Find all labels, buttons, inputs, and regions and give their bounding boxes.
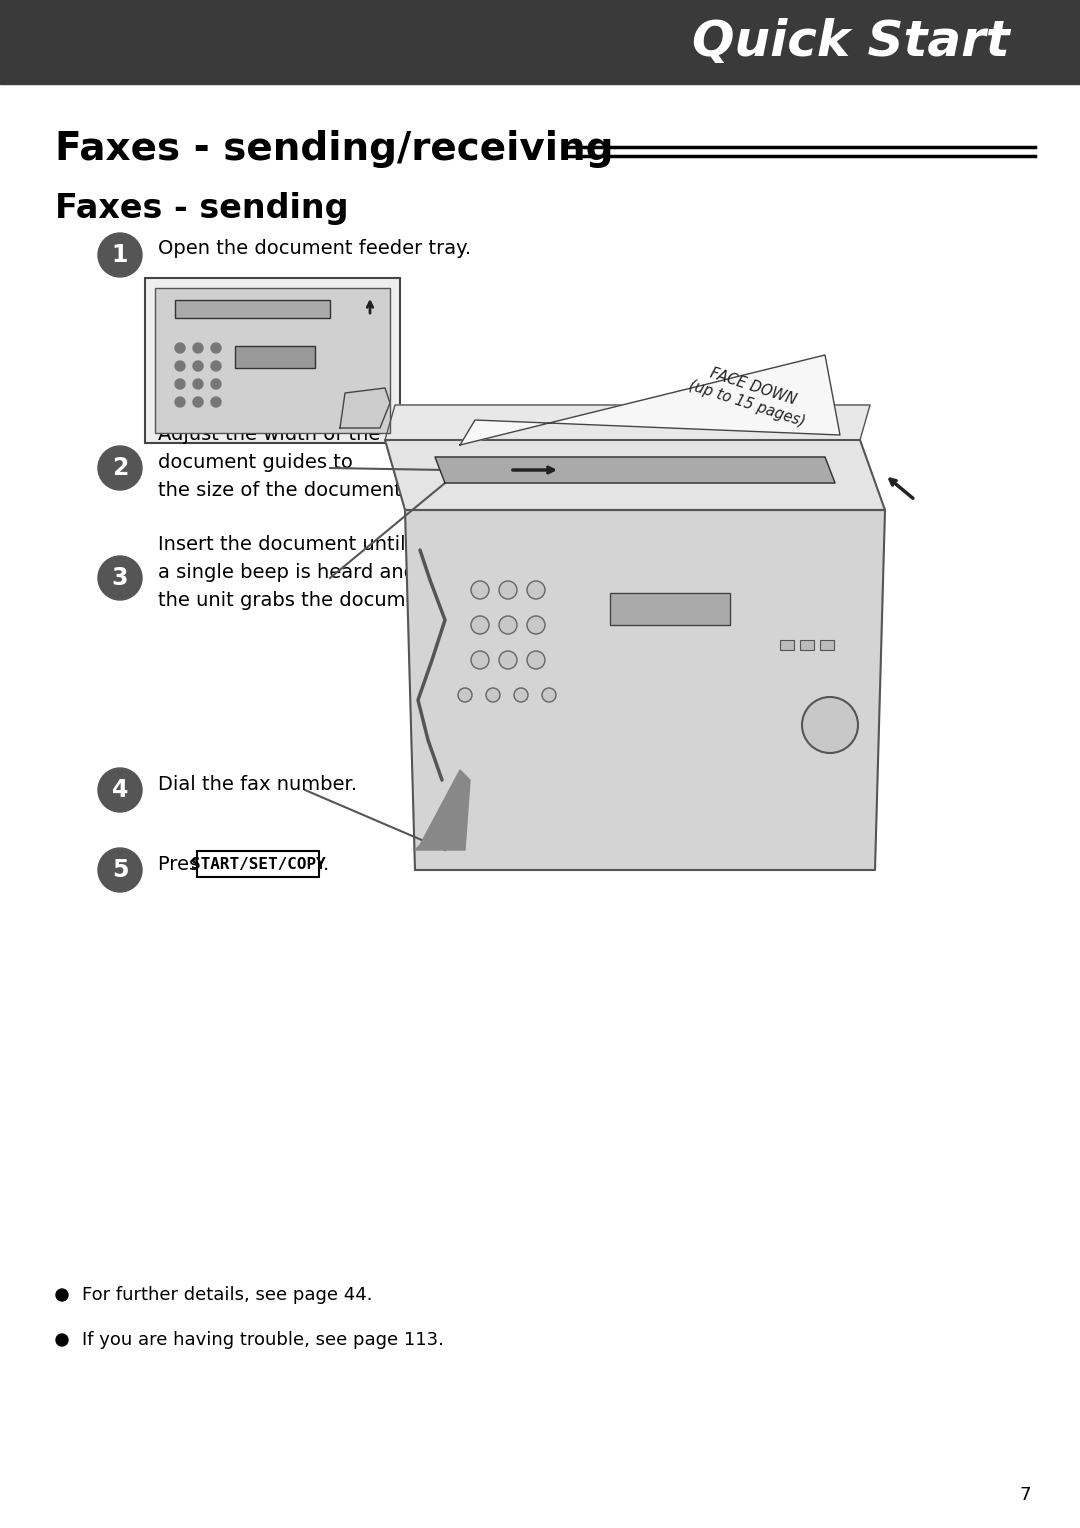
Circle shape <box>211 342 221 353</box>
FancyBboxPatch shape <box>197 851 319 877</box>
Text: Faxes - sending: Faxes - sending <box>55 193 349 225</box>
Circle shape <box>499 581 517 599</box>
Text: Dial the fax number.: Dial the fax number. <box>158 775 357 793</box>
Circle shape <box>98 446 141 490</box>
Bar <box>800 640 814 649</box>
Text: Press: Press <box>158 854 216 874</box>
Polygon shape <box>384 440 885 510</box>
Bar <box>780 640 794 649</box>
Text: Insert the document until
a single beep is heard and
the unit grabs the document: Insert the document until a single beep … <box>158 535 444 610</box>
Circle shape <box>98 769 141 811</box>
Circle shape <box>98 848 141 892</box>
Circle shape <box>211 379 221 390</box>
Circle shape <box>486 688 500 701</box>
Text: 4: 4 <box>112 778 129 802</box>
Text: 5: 5 <box>111 859 129 882</box>
Circle shape <box>56 1334 68 1346</box>
Text: If you are having trouble, see page 113.: If you are having trouble, see page 113. <box>82 1331 444 1349</box>
Bar <box>156 287 390 432</box>
Circle shape <box>499 651 517 669</box>
Circle shape <box>211 397 221 406</box>
Circle shape <box>527 581 545 599</box>
Bar <box>0 0 1080 84</box>
Bar <box>610 593 730 625</box>
Polygon shape <box>415 770 470 850</box>
Circle shape <box>471 616 489 634</box>
Bar <box>235 345 315 368</box>
Circle shape <box>193 342 203 353</box>
Circle shape <box>175 397 185 406</box>
Text: 1: 1 <box>112 243 129 267</box>
Text: Adjust the width of the
document guides to
the size of the document.: Adjust the width of the document guides … <box>158 425 408 500</box>
Circle shape <box>98 232 141 277</box>
Text: Faxes - sending/receiving: Faxes - sending/receiving <box>55 130 613 168</box>
Circle shape <box>527 616 545 634</box>
Text: START/SET/COPY: START/SET/COPY <box>191 857 325 871</box>
Bar <box>820 640 834 649</box>
Circle shape <box>211 361 221 371</box>
Circle shape <box>514 688 528 701</box>
Text: Quick Start: Quick Start <box>692 18 1010 66</box>
Text: Open the document feeder tray.: Open the document feeder tray. <box>158 240 471 258</box>
Circle shape <box>193 397 203 406</box>
Polygon shape <box>435 457 835 483</box>
Circle shape <box>98 556 141 601</box>
Polygon shape <box>340 388 390 428</box>
Text: For further details, see page 44.: For further details, see page 44. <box>82 1287 373 1303</box>
Circle shape <box>56 1290 68 1300</box>
Polygon shape <box>405 510 885 869</box>
FancyBboxPatch shape <box>145 278 400 443</box>
Text: 7: 7 <box>1020 1487 1030 1504</box>
Circle shape <box>175 361 185 371</box>
Circle shape <box>193 379 203 390</box>
Bar <box>175 299 330 318</box>
Circle shape <box>175 342 185 353</box>
Circle shape <box>499 616 517 634</box>
Text: 2: 2 <box>112 455 129 480</box>
Circle shape <box>458 688 472 701</box>
Circle shape <box>471 651 489 669</box>
Circle shape <box>802 697 858 753</box>
Circle shape <box>542 688 556 701</box>
Circle shape <box>175 379 185 390</box>
Polygon shape <box>384 405 870 440</box>
Text: FACE DOWN
(up to 15 pages): FACE DOWN (up to 15 pages) <box>687 361 812 429</box>
Polygon shape <box>460 354 840 445</box>
Circle shape <box>193 361 203 371</box>
Text: 3: 3 <box>111 565 129 590</box>
Circle shape <box>471 581 489 599</box>
Text: .: . <box>323 854 329 874</box>
Circle shape <box>527 651 545 669</box>
